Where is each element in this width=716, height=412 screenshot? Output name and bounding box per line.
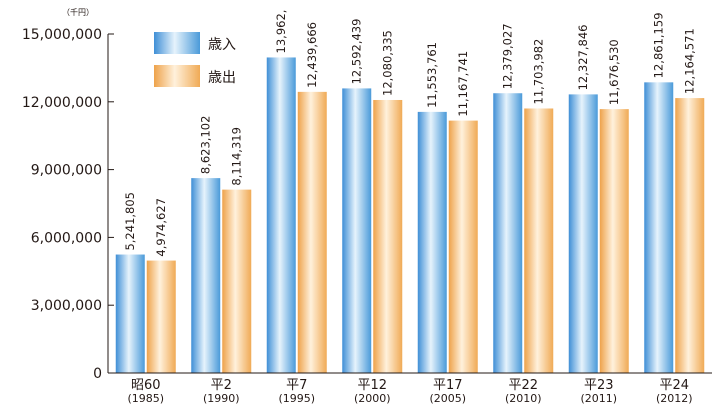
- x-axis: 昭60(1985)平2(1990)平7(1995)平12(2000)平17(20…: [108, 372, 712, 405]
- legend-label: 歳出: [208, 70, 236, 86]
- x-tick-label: 平22: [508, 378, 538, 393]
- x-tick-sublabel: (2010): [505, 392, 542, 405]
- x-tick-label: 平12: [357, 378, 387, 393]
- bar-expenditure: [373, 99, 403, 373]
- y-tick-label: 0: [93, 366, 102, 382]
- bar-revenue: [342, 88, 372, 373]
- legend-label: 歳入: [208, 37, 236, 53]
- x-tick-label: 平24: [659, 378, 689, 393]
- bar-revenue: [493, 93, 523, 373]
- bar-revenue: [191, 178, 221, 373]
- data-label: 11,553,761: [425, 42, 439, 108]
- bar-expenditure: [675, 98, 705, 374]
- y-tick-label: 15,000,000: [22, 27, 102, 43]
- legend-swatch: [154, 65, 200, 87]
- x-tick-sublabel: (2012): [656, 392, 693, 405]
- data-label: 5,241,805: [123, 192, 137, 251]
- y-tick-label: 3,000,000: [31, 298, 102, 314]
- data-label: 4,974,627: [154, 198, 168, 257]
- y-axis: 0 3,000,000 6,000,000 9,000,000 12,000,000 15…: [22, 27, 114, 382]
- bar-expenditure: [599, 109, 629, 374]
- data-label: 8,114,319: [230, 127, 244, 186]
- x-tick-label: 平7: [286, 378, 307, 393]
- data-label: 8,623,102: [199, 116, 213, 175]
- bar-expenditure: [146, 260, 176, 373]
- data-label: 12,327,846: [576, 25, 590, 91]
- data-label: 12,080,335: [381, 30, 395, 96]
- y-tick-label: 9,000,000: [31, 163, 102, 179]
- x-tick-sublabel: (2011): [580, 392, 617, 405]
- data-label: 12,861,159: [652, 12, 666, 78]
- data-label: 11,167,741: [456, 51, 470, 117]
- bars: 5,241,805 4,974,627 8,623,102 8,114,319 13,9…: [115, 10, 705, 374]
- data-label: 12,439,666: [305, 22, 319, 88]
- bar-expenditure: [524, 108, 554, 374]
- x-tick-label: 平17: [433, 378, 463, 393]
- x-tick-sublabel: (1985): [127, 392, 164, 405]
- bar-expenditure: [448, 120, 478, 373]
- x-tick-label: 昭60: [131, 378, 161, 393]
- x-tick-label: 平23: [584, 378, 614, 393]
- data-label: 12,592,439: [350, 19, 364, 85]
- legend-swatch: [154, 32, 200, 54]
- y-tick-label: 12,000,000: [22, 95, 102, 111]
- x-tick-sublabel: (1990): [203, 392, 240, 405]
- bar-revenue: [417, 111, 447, 373]
- data-label: 12,379,027: [501, 23, 515, 89]
- x-tick-sublabel: (2005): [429, 392, 466, 405]
- bar-expenditure: [297, 91, 327, 373]
- bar-revenue: [568, 94, 598, 373]
- bar-expenditure: [222, 189, 252, 373]
- bar-revenue: [266, 57, 296, 373]
- unit-label: （千円）: [62, 7, 94, 17]
- data-label: 11,703,982: [532, 39, 546, 105]
- bar-revenue: [115, 254, 145, 373]
- y-tick-label: 6,000,000: [31, 230, 102, 246]
- data-label: 12,164,571: [683, 28, 697, 94]
- x-tick-sublabel: (1995): [278, 392, 315, 405]
- bar-revenue: [644, 82, 674, 374]
- x-tick-sublabel: (2000): [354, 392, 391, 405]
- data-label: 13,962,: [274, 10, 288, 54]
- x-tick-label: 平2: [211, 378, 232, 393]
- data-label: 11,676,530: [607, 39, 621, 105]
